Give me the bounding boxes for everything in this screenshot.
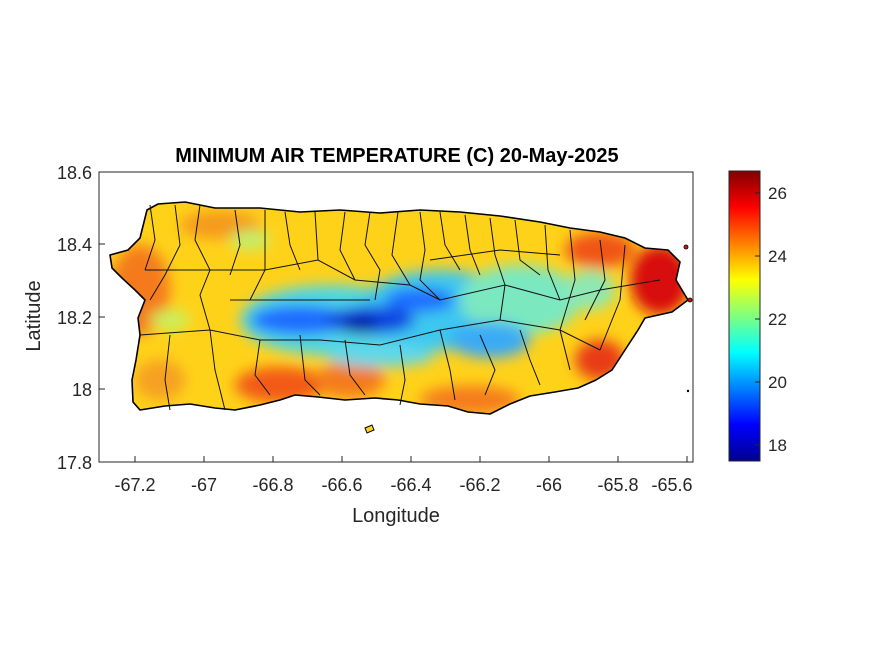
y-tick-label: 18.4 — [57, 235, 92, 255]
colorbar-tick-label: 26 — [768, 184, 787, 203]
y-tick-label: 18.6 — [57, 163, 92, 183]
colorbar-tick-label: 20 — [768, 373, 787, 392]
y-axis-label: Latitude — [23, 280, 45, 351]
x-tick-label: -66.2 — [459, 475, 500, 495]
x-axis: -67.2 -67 -66.8 -66.6 -66.4 -66.2 -66 -6… — [114, 456, 693, 495]
x-axis-label: Longitude — [352, 505, 440, 527]
x-tick-label: -65.6 — [651, 475, 692, 495]
caja-de-muertos-island — [364, 424, 375, 434]
colorbar: 26 24 22 20 18 — [728, 170, 787, 462]
x-tick-label: -66 — [536, 475, 562, 495]
y-tick-label: 18.2 — [57, 308, 92, 328]
municipality-boundaries — [139, 204, 661, 411]
colorbar-tick-label: 24 — [768, 247, 787, 266]
y-axis: 18.6 18.4 18.2 18 17.8 — [57, 163, 105, 473]
x-tick-label: -65.8 — [597, 475, 638, 495]
x-tick-label: -66.8 — [252, 475, 293, 495]
islet — [687, 297, 693, 303]
islet — [686, 389, 690, 393]
y-tick-label: 18 — [72, 380, 92, 400]
islet — [683, 244, 689, 250]
y-tick-label: 17.8 — [57, 453, 92, 473]
temperature-field — [110, 202, 688, 414]
map-title: MINIMUM AIR TEMPERATURE (C) 20-May-2025 — [175, 145, 618, 167]
island-outline — [109, 201, 689, 415]
colorbar-tick-label: 22 — [768, 310, 787, 329]
colorbar-tick-label: 18 — [768, 436, 787, 455]
x-tick-label: -66.4 — [390, 475, 431, 495]
x-tick-label: -66.6 — [321, 475, 362, 495]
x-tick-label: -67 — [191, 475, 217, 495]
x-tick-label: -67.2 — [114, 475, 155, 495]
colorbar-gradient — [728, 170, 761, 462]
